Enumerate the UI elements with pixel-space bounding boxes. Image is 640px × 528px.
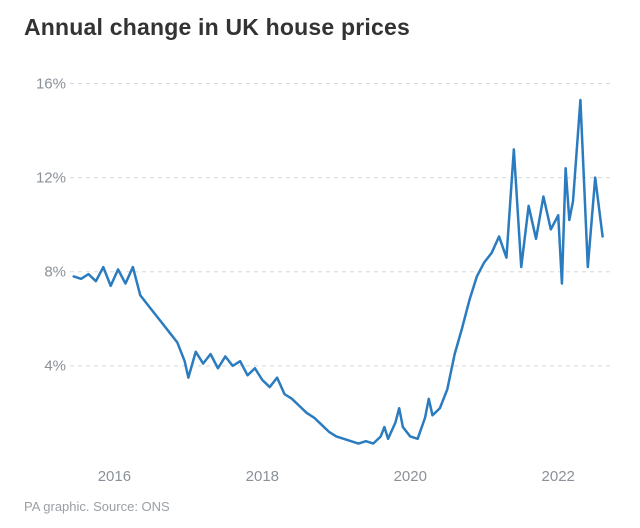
x-axis-label: 2022 (542, 468, 575, 485)
y-axis-label: 16% (26, 75, 66, 92)
x-axis-label: 2020 (394, 468, 427, 485)
chart-footer: PA graphic. Source: ONS (24, 499, 170, 514)
chart-title: Annual change in UK house prices (24, 14, 410, 41)
y-axis-label: 12% (26, 169, 66, 186)
line-chart (70, 60, 610, 460)
y-axis-label: 8% (26, 263, 66, 280)
y-axis-label: 4% (26, 357, 66, 374)
chart-card: Annual change in UK house prices PA grap… (0, 0, 640, 528)
x-axis-label: 2018 (246, 468, 279, 485)
x-axis-label: 2016 (98, 468, 131, 485)
chart-plot-area (70, 60, 610, 460)
